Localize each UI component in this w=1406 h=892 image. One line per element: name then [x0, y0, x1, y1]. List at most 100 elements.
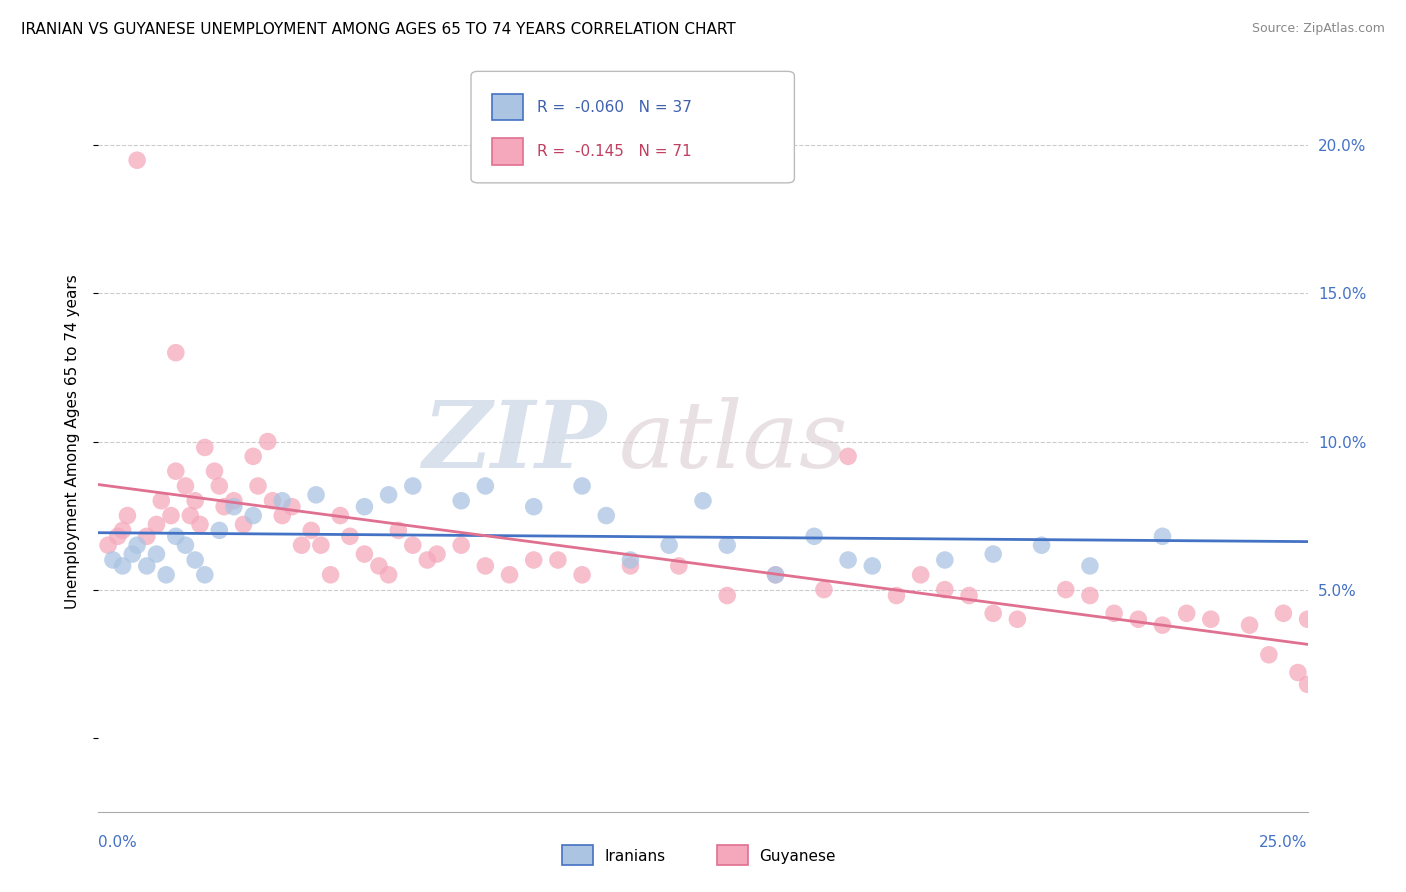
Point	[523, 500, 546, 514]
Point	[329, 508, 352, 523]
Point	[208, 479, 231, 493]
Point	[121, 547, 143, 561]
Point	[1257, 648, 1279, 662]
Point	[668, 558, 690, 573]
Point	[111, 524, 134, 538]
Point	[765, 567, 787, 582]
Point	[135, 529, 157, 543]
Point	[837, 450, 859, 464]
Point	[1078, 589, 1101, 603]
Point	[1286, 665, 1309, 680]
Point	[957, 589, 980, 603]
Point	[107, 529, 129, 543]
Point	[813, 582, 835, 597]
Point	[232, 517, 254, 532]
Point	[1296, 612, 1319, 626]
Point	[127, 153, 149, 168]
Text: Guyanese: Guyanese	[759, 849, 835, 863]
Point	[981, 607, 1004, 621]
Text: ZIP: ZIP	[422, 397, 606, 486]
Text: Source: ZipAtlas.com: Source: ZipAtlas.com	[1251, 22, 1385, 36]
Point	[619, 558, 641, 573]
Text: IRANIAN VS GUYANESE UNEMPLOYMENT AMONG AGES 65 TO 74 YEARS CORRELATION CHART: IRANIAN VS GUYANESE UNEMPLOYMENT AMONG A…	[21, 22, 735, 37]
Point	[145, 517, 167, 532]
Point	[426, 547, 449, 561]
Point	[184, 493, 207, 508]
Point	[145, 547, 167, 561]
Y-axis label: Unemployment Among Ages 65 to 74 years: Unemployment Among Ages 65 to 74 years	[65, 274, 80, 609]
Point	[910, 567, 932, 582]
Point	[474, 479, 496, 493]
Point	[290, 538, 312, 552]
Point	[1239, 618, 1261, 632]
Point	[1296, 677, 1319, 691]
Point	[692, 493, 714, 508]
Point	[934, 582, 956, 597]
Point	[97, 538, 120, 552]
Point	[1007, 612, 1029, 626]
Point	[184, 553, 207, 567]
Point	[271, 508, 294, 523]
Point	[595, 508, 617, 523]
Text: 25.0%: 25.0%	[1260, 836, 1308, 850]
Point	[127, 538, 149, 552]
Point	[271, 493, 294, 508]
Point	[165, 464, 187, 478]
Point	[247, 479, 270, 493]
Point	[934, 553, 956, 567]
Point	[498, 567, 520, 582]
Point	[155, 567, 177, 582]
Point	[1175, 607, 1198, 621]
Point	[160, 508, 183, 523]
Point	[242, 508, 264, 523]
Point	[165, 529, 187, 543]
Point	[837, 553, 859, 567]
Point	[886, 589, 908, 603]
Point	[222, 493, 245, 508]
Point	[1152, 529, 1174, 543]
Point	[547, 553, 569, 567]
Point	[309, 538, 332, 552]
Point	[450, 538, 472, 552]
Point	[179, 508, 201, 523]
Point	[150, 493, 173, 508]
Point	[1152, 618, 1174, 632]
Point	[101, 553, 124, 567]
Point	[860, 558, 883, 573]
Point	[1102, 607, 1125, 621]
Point	[305, 488, 328, 502]
Point	[474, 558, 496, 573]
Point	[353, 500, 375, 514]
Point	[194, 441, 217, 455]
Point	[339, 529, 361, 543]
Point	[135, 558, 157, 573]
Point	[1078, 558, 1101, 573]
Text: 0.0%: 0.0%	[98, 836, 138, 850]
Point	[1272, 607, 1295, 621]
Point	[1199, 612, 1222, 626]
Point	[174, 538, 197, 552]
Point	[416, 553, 439, 567]
Point	[165, 345, 187, 359]
Point	[402, 538, 425, 552]
Point	[188, 517, 211, 532]
Point	[256, 434, 278, 449]
Point	[194, 567, 217, 582]
Point	[222, 500, 245, 514]
Point	[319, 567, 342, 582]
Text: R =  -0.060   N = 37: R = -0.060 N = 37	[537, 100, 692, 114]
Point	[281, 500, 304, 514]
Point	[1128, 612, 1150, 626]
Point	[571, 479, 593, 493]
Point	[523, 553, 546, 567]
Point	[117, 508, 139, 523]
Point	[387, 524, 409, 538]
Text: Iranians: Iranians	[605, 849, 665, 863]
Point	[571, 567, 593, 582]
Point	[111, 558, 134, 573]
Point	[208, 524, 231, 538]
Point	[619, 553, 641, 567]
Point	[981, 547, 1004, 561]
Point	[174, 479, 197, 493]
Point	[262, 493, 284, 508]
